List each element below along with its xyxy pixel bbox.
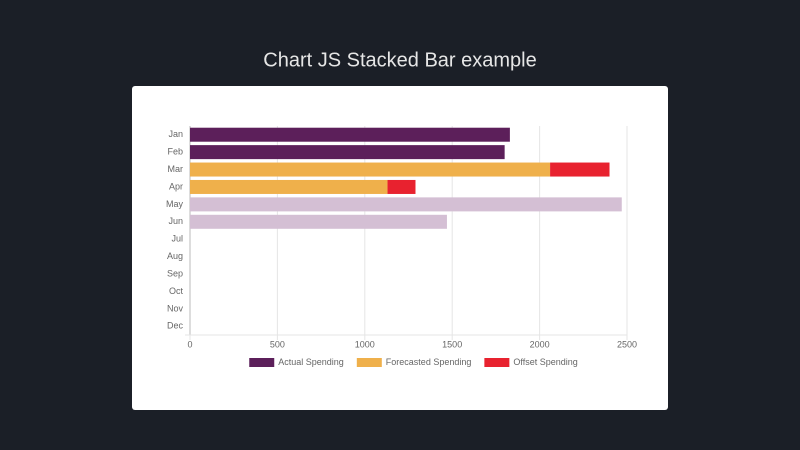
bar bbox=[550, 162, 610, 177]
bar bbox=[190, 145, 505, 160]
legend-item: Actual Spending bbox=[249, 357, 344, 367]
x-tick-label: 2000 bbox=[530, 339, 550, 349]
x-tick-label: 500 bbox=[270, 339, 285, 349]
legend-item: Offset Spending bbox=[484, 357, 578, 367]
y-tick-label: Apr bbox=[169, 181, 183, 191]
y-tick-label: May bbox=[166, 199, 184, 209]
y-tick-label: Jul bbox=[171, 234, 183, 244]
y-tick-label: Feb bbox=[167, 147, 183, 157]
y-tick-label: Mar bbox=[168, 164, 184, 174]
y-tick-label: Dec bbox=[167, 321, 184, 331]
y-tick-label: Aug bbox=[167, 251, 183, 261]
y-tick-label: Nov bbox=[167, 303, 184, 313]
legend-swatch bbox=[356, 358, 382, 367]
y-tick-label: Jan bbox=[168, 129, 183, 139]
bar bbox=[190, 179, 388, 194]
legend-item: Forecasted Spending bbox=[356, 357, 472, 367]
legend-swatch bbox=[249, 358, 275, 367]
y-tick-label: Oct bbox=[169, 286, 184, 296]
chart-title: Chart JS Stacked Bar example bbox=[263, 49, 536, 71]
bar bbox=[190, 162, 551, 177]
bar bbox=[190, 127, 510, 142]
x-tick-label: 2500 bbox=[617, 339, 637, 349]
bar bbox=[190, 197, 622, 212]
y-tick-label: Sep bbox=[167, 268, 183, 278]
legend-label: Actual Spending bbox=[278, 357, 344, 367]
bar bbox=[190, 214, 447, 229]
x-tick-label: 1000 bbox=[355, 339, 375, 349]
x-tick-label: 1500 bbox=[442, 339, 462, 349]
legend-swatch bbox=[484, 358, 510, 367]
y-tick-label: Jun bbox=[168, 216, 183, 226]
x-tick-label: 0 bbox=[187, 339, 192, 349]
bar bbox=[387, 179, 416, 194]
legend-label: Forecasted Spending bbox=[386, 357, 472, 367]
legend-label: Offset Spending bbox=[513, 357, 577, 367]
